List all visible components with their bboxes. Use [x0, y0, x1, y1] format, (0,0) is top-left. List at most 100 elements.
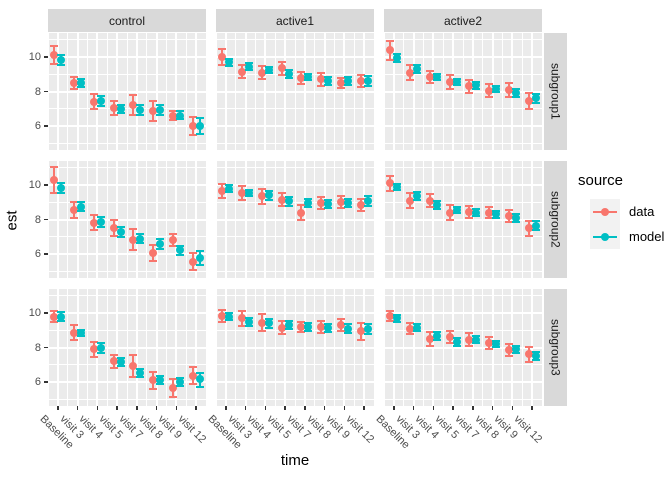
- data-point: [406, 196, 415, 205]
- major-gridline-v: [244, 161, 247, 278]
- major-gridline-v: [343, 289, 346, 406]
- major-gridline-v: [303, 33, 306, 150]
- minor-gridline-v: [482, 161, 484, 278]
- data-point: [70, 78, 79, 87]
- minor-gridline-v: [215, 33, 217, 150]
- data-point: [149, 249, 158, 258]
- major-gridline-v: [175, 33, 178, 150]
- model-point: [77, 202, 86, 211]
- x-tick-mark: [225, 406, 227, 410]
- model-point: [472, 335, 481, 344]
- major-gridline-v: [392, 33, 395, 150]
- minor-gridline-v: [314, 289, 316, 406]
- x-tick-mark: [244, 406, 247, 410]
- data-point: [168, 383, 177, 392]
- data-point: [336, 321, 345, 330]
- y-tick-mark: [44, 253, 48, 255]
- minor-gridline-v: [521, 289, 523, 406]
- minor-gridline-v: [294, 33, 296, 150]
- y-tick-mark: [44, 381, 48, 383]
- major-gridline-v: [432, 33, 435, 150]
- minor-gridline-v: [255, 33, 256, 150]
- x-tick-mark: [323, 406, 326, 410]
- facet-panel-control-subgroup2: [47, 161, 207, 278]
- minor-gridline-v: [235, 161, 237, 278]
- data-point: [406, 68, 415, 77]
- x-tick-mark: [57, 406, 59, 410]
- minor-gridline-v: [353, 161, 355, 278]
- minor-gridline-v: [166, 33, 167, 150]
- minor-gridline-v: [205, 161, 207, 278]
- model-point: [343, 77, 352, 86]
- minor-gridline-v: [462, 33, 464, 150]
- minor-gridline-v: [442, 161, 444, 278]
- minor-gridline-v: [541, 33, 543, 150]
- major-gridline-v: [155, 289, 158, 406]
- data-point: [129, 362, 138, 371]
- x-tick-mark: [472, 406, 474, 410]
- minor-gridline-v: [442, 289, 444, 406]
- data-point: [445, 78, 454, 87]
- data-point: [504, 85, 513, 94]
- major-gridline-v: [392, 289, 395, 406]
- major-gridline-v: [323, 289, 326, 406]
- data-point: [149, 107, 158, 116]
- y-tick-label: 6: [34, 119, 41, 132]
- major-gridline-v: [195, 161, 198, 278]
- legend-item-model: model: [590, 224, 664, 249]
- minor-gridline-v: [462, 161, 464, 278]
- minor-gridline-v: [235, 289, 237, 406]
- minor-gridline-v: [215, 161, 217, 278]
- minor-gridline-v: [482, 289, 484, 406]
- minor-gridline-v: [185, 289, 187, 406]
- model-point: [511, 89, 520, 98]
- minor-gridline-v: [166, 289, 167, 406]
- model-point: [393, 314, 402, 323]
- minor-gridline-v: [67, 289, 69, 406]
- data-point: [297, 208, 306, 217]
- data-point: [257, 192, 266, 201]
- model-point: [363, 77, 372, 86]
- model-point: [77, 78, 86, 87]
- major-gridline-v: [264, 161, 267, 278]
- data-point: [504, 212, 513, 221]
- minor-gridline-v: [541, 161, 543, 278]
- major-gridline-v: [76, 33, 79, 150]
- data-point: [317, 75, 326, 84]
- x-tick-mark: [284, 406, 286, 410]
- facet-row-strip-subgroup2: subgroup2: [544, 161, 567, 278]
- major-gridline-v: [303, 289, 306, 406]
- data-point: [524, 224, 533, 233]
- data-point: [465, 335, 474, 344]
- minor-gridline-v: [255, 161, 256, 278]
- major-gridline-v: [116, 33, 119, 150]
- model-point: [363, 324, 372, 333]
- model-point: [175, 111, 184, 120]
- facet-panel-active1-subgroup3: [215, 289, 375, 406]
- data-point: [524, 350, 533, 359]
- data-point: [425, 196, 434, 205]
- major-gridline-v: [531, 33, 534, 150]
- minor-gridline-v: [274, 33, 276, 150]
- model-point: [57, 55, 66, 64]
- model-point: [225, 58, 234, 67]
- data-point: [218, 311, 227, 320]
- major-gridline-v: [96, 33, 99, 150]
- facet-row-strip-subgroup3: subgroup3: [544, 289, 567, 406]
- data-point: [89, 97, 98, 106]
- minor-gridline-v: [502, 289, 503, 406]
- data-point: [465, 82, 474, 91]
- major-gridline-v: [471, 161, 474, 278]
- minor-gridline-v: [423, 289, 424, 406]
- major-gridline-v: [195, 33, 198, 150]
- model-point: [57, 312, 66, 321]
- model-point: [492, 84, 501, 93]
- model-point: [264, 319, 273, 328]
- data-point: [317, 199, 326, 208]
- model-point: [264, 191, 273, 200]
- data-point: [425, 72, 434, 81]
- minor-gridline-v: [255, 289, 256, 406]
- x-tick-mark: [96, 406, 99, 410]
- major-gridline-v: [432, 161, 435, 278]
